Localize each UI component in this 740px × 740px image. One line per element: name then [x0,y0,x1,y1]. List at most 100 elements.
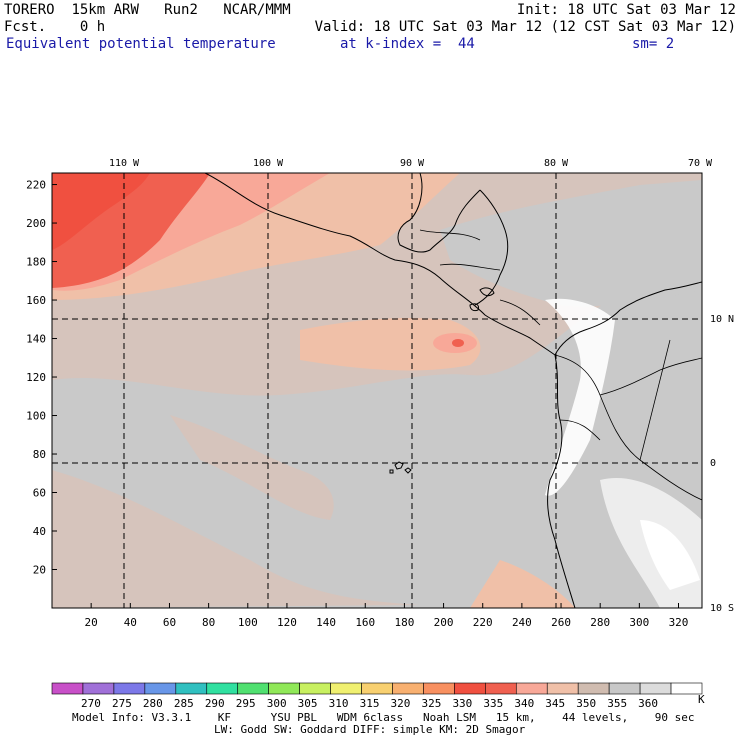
map-field [52,173,702,608]
x-tick-label: 60 [163,616,176,629]
field-white-southeast [640,520,700,590]
colorbar-level-label: 290 [205,697,225,710]
field-andes-white [545,298,615,496]
colorbar-swatch [361,682,393,695]
x-tick-label: 240 [512,616,532,629]
colorbar-swatch [577,682,610,695]
forecast-hour: Fcst. 0 h [4,20,105,34]
coastlines [204,173,702,608]
model-resolution: 15km ARW [71,2,139,18]
colorbar-swatch [454,682,486,695]
x-tick-label: 40 [124,616,137,629]
colorbar-level-label: 310 [329,697,349,710]
colorbar-swatch [546,682,579,695]
y-tick-label: 220 [26,179,46,192]
valid-time: Valid: 18 UTC Sat 03 Mar 12 (12 CST Sat … [314,19,736,35]
colorbar-labels: 270 275 280 285 290 295 300 305 310 315 320 325 330 3… [81,697,658,710]
map-frame [51,172,703,609]
colorbar-level-label: 285 [174,697,194,710]
colorbar-level-label: 355 [607,697,627,710]
colorbar-swatch [423,682,455,695]
model-name: TORERO [4,2,55,18]
header-line-1: TORERO 15km ARW Run2 NCAR/MMM [4,3,291,17]
colorbar-level-label: 330 [452,697,472,710]
colorbar-level-label: 270 [81,697,101,710]
y-tick-label: 60 [33,487,46,500]
colorbar-level-label: 360 [638,697,658,710]
colorbar-swatch [392,682,424,695]
y-tick-label: 200 [26,217,46,230]
y-tick-label: 140 [26,333,46,346]
latitude-labels: 10 N 0 10 S [710,314,734,614]
x-tick-label: 260 [551,616,571,629]
colorbar-swatch [268,682,300,695]
run-label: Run2 [164,2,198,18]
colorbar-unit: K [698,693,705,706]
country-borders [419,229,702,501]
colorbar-swatch [144,682,177,695]
colorbar-swatch [299,682,331,695]
colorbar-level-label: 295 [236,697,256,710]
colorbar-level-label: 275 [112,697,132,710]
level-label: at k-index = 44 [340,36,475,52]
x-tick-label: 160 [355,616,375,629]
field-grey-region [52,280,702,608]
y-tick-label: 100 [26,410,46,423]
colorbar-level-label: 320 [391,697,411,710]
x-tick-label: 300 [629,616,649,629]
field-name: Equivalent potential temperature [6,36,276,52]
colorbar-level-label: 340 [514,697,534,710]
x-tick-label: 100 [238,616,258,629]
x-tick-label: 140 [316,616,336,629]
field-red-core [52,173,150,250]
colorbar-level-label: 305 [298,697,318,710]
lon-label-70w: 70 W [688,158,713,169]
x-tick-label: 20 [85,616,98,629]
colorbar-level-label: 300 [267,697,287,710]
colorbar-swatch [237,682,269,695]
init-time: Init: 18 UTC Sat 03 Mar 12 [516,2,736,18]
colorbar-swatch [330,682,362,695]
field-red-spot [452,339,464,347]
model-info-line-2: LW: Godd SW: Goddard DIFF: simple KM: 2D… [214,723,526,736]
colorbar [51,682,703,695]
colorbar-swatch [113,682,146,695]
colorbar-swatch [206,682,239,695]
x-tick-label: 220 [473,616,493,629]
y-grid-ticks: 20 40 60 80 100 120 140 160 180 200 220 [26,179,57,577]
y-tick-label: 20 [33,564,46,577]
lat-label-10n: 10 N [710,314,734,325]
y-tick-label: 120 [26,371,46,384]
colorbar-swatch [639,682,672,695]
lon-label-100w: 100 W [253,158,284,169]
x-tick-label: 280 [590,616,610,629]
colorbar-level-label: 315 [360,697,380,710]
lon-label-80w: 80 W [544,158,569,169]
y-tick-label: 40 [33,525,46,538]
lat-label-0: 0 [710,458,716,469]
field-tan-mid [170,415,334,520]
colorbar-level-label: 335 [483,697,503,710]
colorbar-swatch [175,682,208,695]
longitude-labels: 110 W 100 W 90 W 80 W 70 W [109,158,713,169]
x-tick-label: 80 [202,616,215,629]
colorbar-swatch [608,682,641,695]
field-tan-sw [52,470,420,608]
lon-label-110w: 110 W [109,158,140,169]
x-grid-ticks: 20 40 60 80 100 120 140 160 180 200 220 240 260 280 30… [85,603,688,629]
model-info-line-1: Model Info: V3.3.1 KF YSU PBL WDM 6class… [72,711,695,724]
field-salmon-south [470,560,575,608]
colorbar-level-label: 345 [545,697,565,710]
colorbar-swatch [51,682,84,695]
graticule [52,173,702,608]
colorbar-swatch [670,682,703,695]
org-label: NCAR/MMM [223,2,291,18]
field-grey-north [440,180,702,307]
lat-label-10s: 10 S [710,603,734,614]
x-tick-label: 200 [434,616,454,629]
colorbar-level-label: 325 [421,697,441,710]
forecast-value: 0 h [79,19,106,35]
colorbar-level-label: 350 [576,697,596,710]
x-tick-label: 180 [394,616,414,629]
